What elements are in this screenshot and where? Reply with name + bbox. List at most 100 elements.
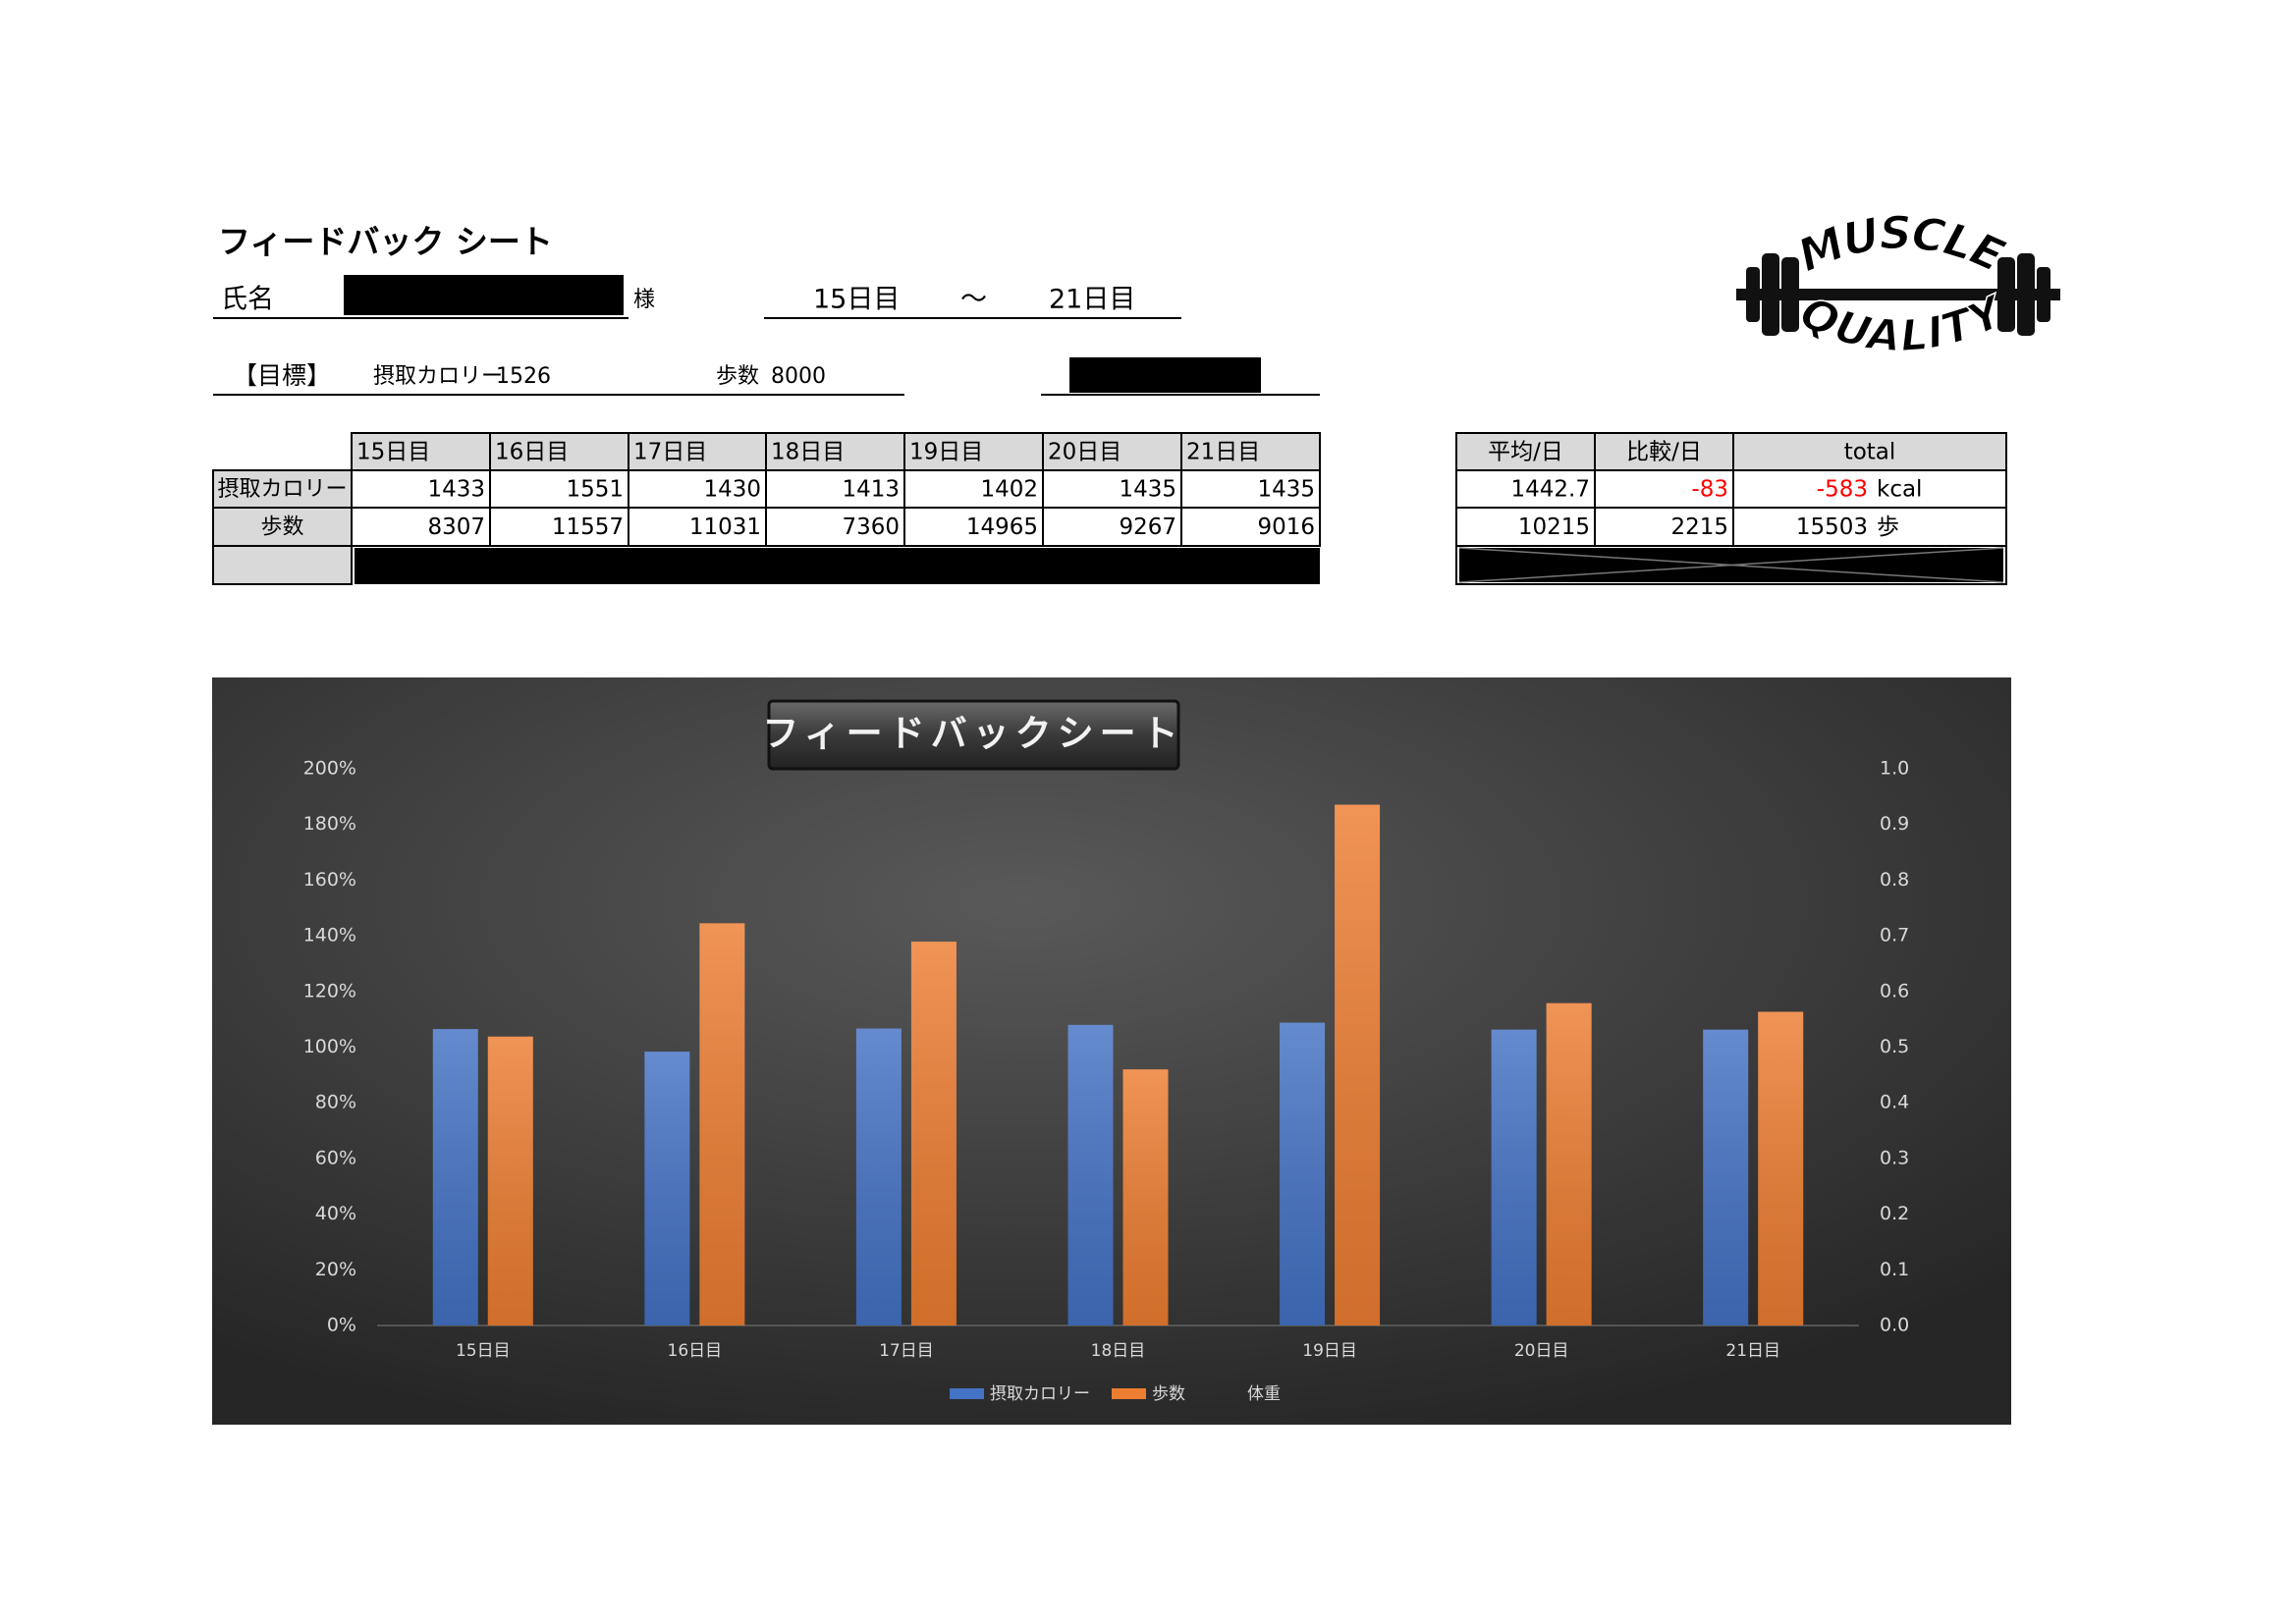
table-cell <box>765 507 905 547</box>
chart-title: フィードバックシート <box>762 713 1183 755</box>
column-header: 21日目 <box>1186 440 1260 465</box>
x-tick-label: 15日目 <box>456 1341 511 1361</box>
table-value: 1430 <box>703 477 761 503</box>
tick-label: 140% <box>303 925 356 947</box>
table-value: 1551 <box>566 477 624 503</box>
table-cell <box>212 545 353 585</box>
period-start: 15日目 <box>813 285 900 315</box>
legend-swatch <box>1112 1388 1146 1399</box>
column-header: 18日目 <box>771 440 845 465</box>
tick-label: 200% <box>303 758 356 780</box>
period-separator: ～ <box>960 285 987 315</box>
table-value: 9267 <box>1119 514 1176 540</box>
tick-label: 0.7 <box>1880 925 1909 947</box>
tick-label: 0.3 <box>1880 1147 1909 1168</box>
table-value: 9016 <box>1257 514 1315 540</box>
bar-shade <box>1067 1024 1114 1325</box>
logo-top: MUSCLE <box>1790 205 2013 282</box>
table-value: 8307 <box>427 514 485 540</box>
tick-label: 20% <box>315 1259 356 1280</box>
table-cell <box>1455 432 1596 471</box>
summary-header: 平均/日 <box>1488 440 1563 465</box>
logo-bar <box>1736 289 2060 300</box>
column-header: 15日目 <box>356 440 430 465</box>
summary-unit: kcal <box>1877 477 1922 503</box>
table-value: 1402 <box>980 477 1038 503</box>
row-label: 歩数 <box>260 515 303 540</box>
table-value: 1435 <box>1257 477 1315 503</box>
cross-line <box>1458 547 2004 583</box>
logo-plate <box>1746 267 1760 322</box>
goal-label: 【目標】 <box>233 361 331 390</box>
table-cell <box>1180 432 1321 471</box>
bar-shade <box>1491 1029 1537 1325</box>
tick-label: 180% <box>303 813 356 835</box>
x-tick-label: 19日目 <box>1302 1341 1357 1361</box>
table-cell <box>1042 507 1182 547</box>
logo-plate <box>1997 257 2015 332</box>
logo-plate <box>2017 253 2035 336</box>
table-cell <box>765 469 905 509</box>
x-tick-label: 18日目 <box>1091 1341 1146 1361</box>
row-label: 摂取カロリー <box>217 477 347 502</box>
bar-shade <box>644 1052 690 1325</box>
table-cell <box>1042 469 1182 509</box>
x-tick-label: 17日目 <box>879 1341 934 1361</box>
tick-label: 0.4 <box>1880 1092 1909 1113</box>
legend-swatch <box>950 1388 984 1399</box>
goal-calorie: 1526 <box>496 364 551 389</box>
bar-shade <box>699 923 745 1325</box>
summary-value: 15503 <box>1796 514 1868 540</box>
bar-shade <box>910 942 957 1325</box>
table-cell <box>351 507 491 547</box>
redacted-name <box>344 275 624 315</box>
table-value: 1435 <box>1119 477 1176 503</box>
tick-label: 0.6 <box>1880 980 1909 1001</box>
table-cell <box>1594 432 1734 471</box>
table-value: 11557 <box>552 514 624 540</box>
x-tick-label: 16日目 <box>668 1341 723 1361</box>
tick-label: 0.0 <box>1880 1315 1909 1336</box>
bar-shade <box>1703 1029 1749 1325</box>
column-header: 19日目 <box>909 440 983 465</box>
table-value: 1413 <box>842 477 900 503</box>
tick-label: 160% <box>303 869 356 891</box>
table-value: 1433 <box>427 477 485 503</box>
logo: MUSCLE QUALITY <box>1736 204 2060 362</box>
sheet-title: フィードバック シート <box>218 223 553 261</box>
x-tick-label: 21日目 <box>1725 1341 1780 1361</box>
bar-shade <box>1122 1069 1169 1325</box>
table-cell <box>489 469 629 509</box>
table-cell <box>1180 469 1321 509</box>
summary-header: total <box>1844 440 1896 465</box>
table-cell <box>212 507 353 547</box>
column-header: 16日目 <box>495 440 569 465</box>
tick-label: 0.8 <box>1880 869 1909 891</box>
table-cell <box>1732 507 2007 547</box>
bar-shade <box>1546 1002 1592 1325</box>
summary-unit: 歩 <box>1877 514 1899 540</box>
logo-plate <box>1762 253 1779 336</box>
bar-shade <box>487 1036 533 1325</box>
bar-shade <box>1280 1022 1326 1325</box>
logo-top-text: MUSCLE <box>1789 204 2013 283</box>
goal-steps-label: 歩数 <box>716 364 759 389</box>
column-header: 20日目 <box>1048 440 1121 465</box>
tick-label: 120% <box>303 980 356 1001</box>
table-cell <box>1180 507 1321 547</box>
summary-value: 1442.7 <box>1511 477 1590 503</box>
goal-steps: 8000 <box>771 364 826 389</box>
tick-label: 0.1 <box>1880 1259 1909 1280</box>
tick-label: 0.9 <box>1880 813 1909 835</box>
chart: 0% 20% 40% 60% 80% 100% 120% 140% 160% 180% 200% 0.… <box>303 758 1910 1405</box>
table-cell <box>1594 507 1734 547</box>
period-end: 21日目 <box>1049 285 1135 315</box>
tick-label: 40% <box>315 1203 356 1224</box>
honorific: 様 <box>633 288 655 312</box>
tick-label: 80% <box>315 1092 356 1113</box>
table-cell <box>1042 432 1182 471</box>
summary-value: -583 <box>1817 477 1868 503</box>
name-label: 氏名 <box>221 285 274 315</box>
